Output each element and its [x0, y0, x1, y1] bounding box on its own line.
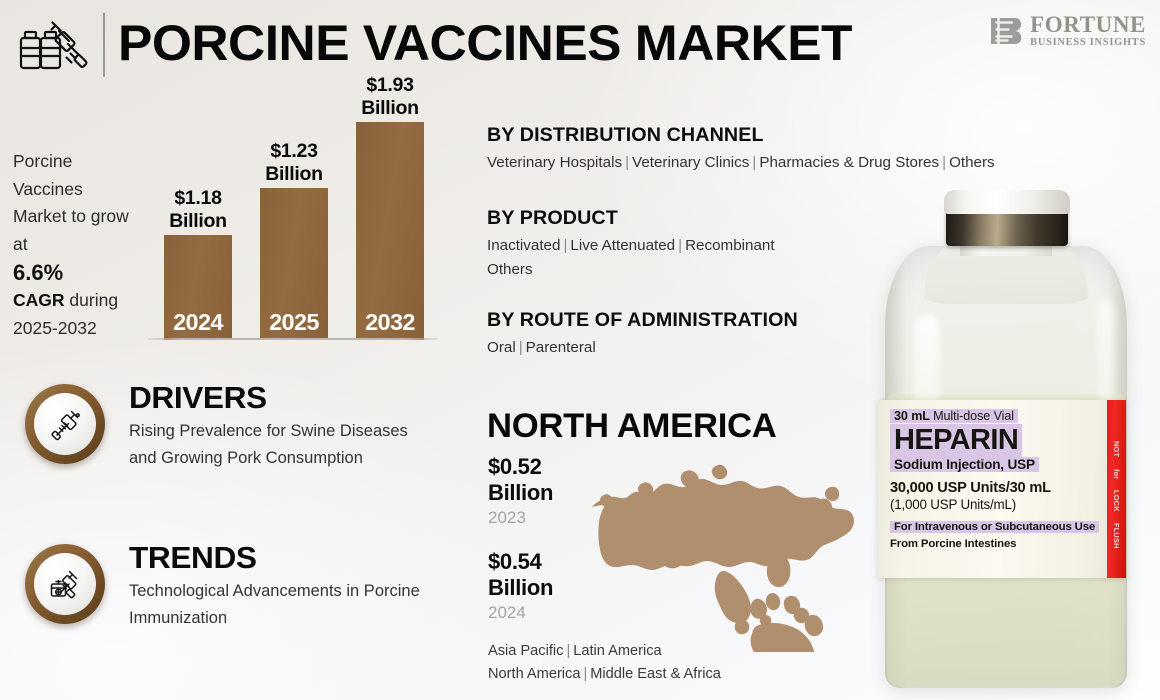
- region-list-item: North America: [488, 666, 581, 682]
- cagr-lead: Porcine Vaccines Market to grow at: [13, 151, 129, 254]
- region-stat-value: $0.54 Billion: [488, 549, 553, 600]
- fb-monogram-icon: [991, 18, 1022, 44]
- region-stat-unit: Billion: [488, 479, 554, 505]
- label-drug-name: HEPARIN: [878, 424, 1126, 457]
- label-source: From Porcine Intestines: [890, 538, 1017, 550]
- label-drug-name-text: HEPARIN: [890, 424, 1023, 457]
- segment-product: BY PRODUCT Inactivated | Live Attenuated | R…: [487, 207, 775, 282]
- region-stat-year: 2024: [488, 603, 526, 622]
- segment-heading: BY DISTRIBUTION CHANNEL: [487, 124, 764, 146]
- region-stat-amount: $0.52: [488, 454, 542, 479]
- trends-badge-inner: [34, 553, 96, 615]
- bar-value-label: $1.18 Billion: [169, 187, 227, 232]
- segment-heading: BY PRODUCT: [487, 207, 618, 229]
- cagr-period: 2025-2032: [13, 317, 97, 338]
- segment-route-of-administration: BY ROUTE OF ADMINISTRATION Oral | Parenter…: [487, 309, 798, 360]
- heparin-vial-image: NOT for LOCK FLUSH 30 mL Multi-dose Vial…: [836, 158, 1160, 700]
- bar-year-label: 2032: [365, 309, 415, 335]
- page-title: PORCINE VACCINES MARKET: [118, 15, 853, 71]
- trends-heading: TRENDS: [129, 540, 257, 575]
- warning-word: NOT: [1112, 441, 1121, 458]
- label-subtitle: Sodium Injection, USP: [878, 457, 1126, 472]
- segment-item: Live Attenuated: [570, 237, 676, 254]
- warning-word: for: [1112, 468, 1121, 480]
- cagr-rate: 6.6%: [13, 260, 64, 285]
- trends-badge: [25, 544, 105, 624]
- segment-item: Veterinary Hospitals: [487, 154, 623, 171]
- vial-crimp-ring: [946, 208, 1068, 246]
- bar-column: $1.23 Billion 2025: [260, 100, 328, 340]
- segment-item: Others: [487, 261, 533, 278]
- label-concentration: (1,000 USP Units/mL): [890, 497, 1016, 512]
- cagr-metric: CAGR: [13, 290, 65, 310]
- bar-2025: 2025: [260, 188, 328, 340]
- bar-value-label: $1.93 Billion: [361, 74, 419, 119]
- bar-column: $1.18 Billion 2024: [164, 100, 232, 340]
- label-size-rest: Multi-dose Vial: [933, 409, 1014, 423]
- region-stat-amount: $0.54: [488, 549, 542, 574]
- header-divider: [103, 13, 105, 77]
- warning-word: FLUSH: [1112, 522, 1121, 549]
- cagr-blurb: Porcine Vaccines Market to grow at 6.6% …: [13, 148, 141, 342]
- segment-items: Oral | Parenteral: [487, 339, 596, 356]
- vial-flip-cap: [944, 190, 1070, 214]
- region-stat-2023: $0.52 Billion 2023: [488, 454, 553, 528]
- region-list-item: Asia Pacific: [488, 643, 564, 659]
- world-map-icon: [592, 464, 854, 652]
- bar-year-label: 2024: [173, 309, 223, 335]
- label-route: For Intravenous or Subcutaneous Use: [878, 521, 1126, 533]
- region-list-item: Middle East & Africa: [590, 666, 721, 682]
- segment-item: Veterinary Clinics: [632, 154, 750, 171]
- region-stat-unit: Billion: [488, 574, 554, 600]
- segment-item: Inactivated: [487, 237, 561, 254]
- segment-item: Oral: [487, 339, 516, 356]
- bar-value-label: $1.23 Billion: [265, 140, 323, 185]
- vial-warning-strip: NOT for LOCK FLUSH: [1107, 400, 1126, 578]
- vaccine-box-syringe-icon: [50, 570, 78, 599]
- region-list: Asia Pacific | Latin America North America…: [488, 643, 721, 682]
- label-size-line: 30 mL Multi-dose Vial: [878, 409, 1126, 423]
- segment-heading: BY ROUTE OF ADMINISTRATION: [487, 309, 798, 331]
- drivers-badge: [25, 384, 105, 464]
- chart-baseline-axis: [148, 338, 438, 340]
- bar-year-label: 2025: [269, 309, 319, 335]
- logo-wordmark: FORTUNE: [1030, 12, 1146, 38]
- drivers-body: Rising Prevalence for Swine Diseases and…: [129, 422, 408, 467]
- region-heading: NORTH AMERICA: [487, 407, 777, 445]
- trends-body: Technological Advancements in Porcine Im…: [129, 582, 420, 627]
- header: PORCINE VACCINES MARKET FORTUNE BUSINESS…: [0, 0, 1160, 92]
- vials-and-syringe-icon: [19, 21, 88, 70]
- warning-word: LOCK: [1112, 490, 1121, 512]
- bar-column: $1.93 Billion 2032: [356, 74, 424, 340]
- drivers-badge-inner: [34, 393, 96, 455]
- label-size: 30 mL: [894, 409, 930, 423]
- region-stat-year: 2023: [488, 508, 526, 527]
- region-stat-value: $0.52 Billion: [488, 454, 553, 505]
- cagr-during: during: [69, 290, 119, 310]
- label-route-text: For Intravenous or Subcutaneous Use: [890, 521, 1100, 533]
- logo-tagline: BUSINESS INSIGHTS: [1030, 37, 1146, 49]
- market-size-bar-chart: $1.18 Billion 2024 $1.23 Billion 2025 $1…: [148, 74, 448, 340]
- bar-2032: 2032: [356, 122, 424, 340]
- vial-label: NOT for LOCK FLUSH 30 mL Multi-dose Vial…: [878, 400, 1126, 578]
- segment-item: Recombinant: [685, 237, 775, 254]
- region-stat-2024: $0.54 Billion 2024: [488, 549, 553, 623]
- syringe-icon: [51, 410, 80, 441]
- label-strength: 30,000 USP Units/30 mL: [890, 480, 1051, 496]
- region-list-item: Latin America: [573, 643, 662, 659]
- drivers-heading: DRIVERS: [129, 380, 267, 415]
- bar-2024: 2024: [164, 235, 232, 340]
- label-subtitle-text: Sodium Injection, USP: [890, 457, 1039, 472]
- segment-items: Inactivated | Live Attenuated | Recombinant …: [487, 237, 775, 278]
- segment-item: Parenteral: [525, 339, 596, 356]
- brand-logo: FORTUNE BUSINESS INSIGHTS: [989, 10, 1146, 52]
